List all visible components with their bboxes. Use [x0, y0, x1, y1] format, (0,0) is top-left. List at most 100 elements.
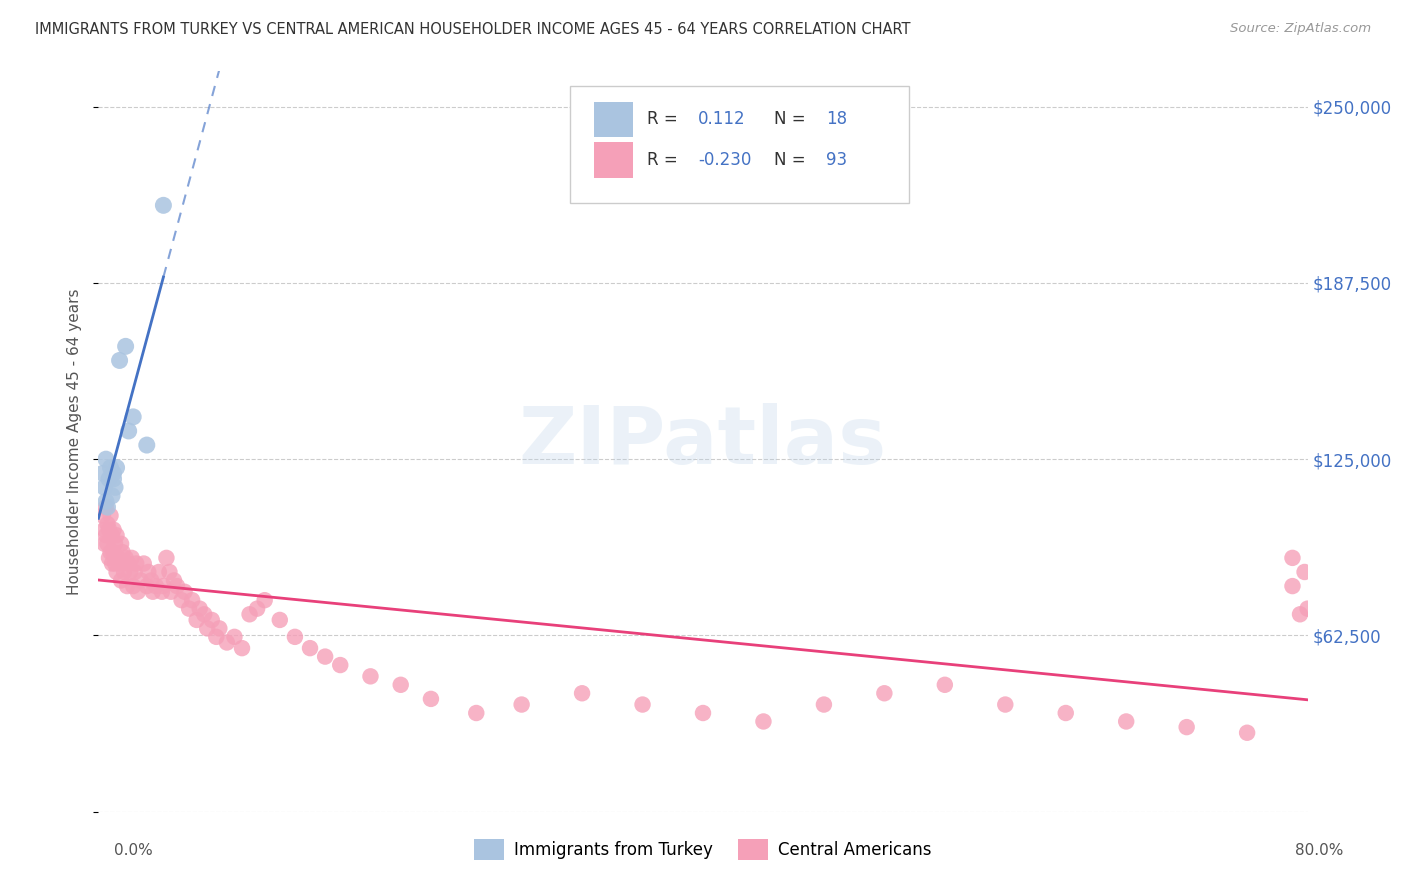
Text: -0.230: -0.230 — [699, 152, 752, 169]
Point — [215, 635, 238, 649]
Point — [631, 698, 654, 712]
Point — [91, 467, 114, 481]
Point — [299, 641, 322, 656]
Text: R =: R = — [647, 111, 678, 128]
Point — [132, 557, 155, 571]
Text: 93: 93 — [827, 152, 848, 169]
Point — [135, 579, 157, 593]
Legend: Immigrants from Turkey, Central Americans: Immigrants from Turkey, Central American… — [468, 832, 938, 866]
Bar — [595, 143, 633, 178]
Point — [125, 557, 148, 571]
Point — [179, 601, 201, 615]
Point — [98, 523, 121, 537]
Point — [692, 706, 714, 720]
Point — [389, 678, 412, 692]
Point — [93, 523, 115, 537]
Point — [104, 480, 127, 494]
Point — [120, 565, 142, 579]
Point — [108, 557, 131, 571]
Point — [813, 698, 835, 712]
Point — [152, 579, 174, 593]
Point — [571, 686, 593, 700]
Point — [135, 438, 157, 452]
Text: 0.112: 0.112 — [699, 111, 745, 128]
Point — [136, 565, 159, 579]
Point — [205, 630, 228, 644]
Point — [100, 508, 122, 523]
Point — [873, 686, 896, 700]
Point — [112, 565, 135, 579]
Point — [329, 658, 352, 673]
Point — [195, 621, 218, 635]
Point — [96, 500, 118, 515]
Point — [107, 550, 129, 565]
Point — [105, 565, 128, 579]
Point — [100, 545, 122, 559]
Point — [93, 537, 115, 551]
Point — [186, 613, 208, 627]
Point — [104, 557, 127, 571]
Point — [1289, 607, 1312, 622]
Point — [96, 516, 118, 531]
Point — [1175, 720, 1198, 734]
Point — [101, 528, 124, 542]
Point — [1281, 550, 1303, 565]
Point — [110, 574, 132, 588]
Point — [1236, 725, 1258, 739]
Point — [101, 557, 124, 571]
Point — [420, 692, 443, 706]
Point — [150, 584, 173, 599]
Point — [122, 409, 145, 424]
Point — [127, 584, 149, 599]
Point — [110, 537, 132, 551]
Point — [118, 557, 141, 571]
Point — [284, 630, 307, 644]
Text: N =: N = — [775, 111, 806, 128]
Point — [193, 607, 215, 622]
Point — [96, 537, 118, 551]
Text: Source: ZipAtlas.com: Source: ZipAtlas.com — [1230, 22, 1371, 36]
FancyBboxPatch shape — [569, 87, 908, 203]
Point — [314, 649, 336, 664]
Point — [111, 545, 134, 559]
Point — [94, 528, 117, 542]
Point — [188, 601, 211, 615]
Point — [94, 494, 117, 508]
Point — [163, 574, 186, 588]
Point — [122, 579, 145, 593]
Point — [224, 630, 246, 644]
Text: IMMIGRANTS FROM TURKEY VS CENTRAL AMERICAN HOUSEHOLDER INCOME AGES 45 - 64 YEARS: IMMIGRANTS FROM TURKEY VS CENTRAL AMERIC… — [35, 22, 911, 37]
Point — [208, 621, 231, 635]
Point — [934, 678, 956, 692]
Point — [98, 550, 121, 565]
Text: 18: 18 — [827, 111, 848, 128]
Text: R =: R = — [647, 152, 678, 169]
Point — [166, 579, 188, 593]
Text: N =: N = — [775, 152, 806, 169]
Point — [100, 460, 122, 475]
Point — [201, 613, 224, 627]
Point — [124, 565, 146, 579]
Point — [105, 460, 128, 475]
Point — [101, 489, 124, 503]
Point — [152, 198, 174, 212]
Point — [103, 545, 125, 559]
Point — [155, 550, 177, 565]
Point — [159, 565, 181, 579]
Point — [1296, 601, 1319, 615]
Point — [114, 339, 136, 353]
Point — [510, 698, 533, 712]
Point — [170, 593, 193, 607]
Point — [94, 500, 117, 515]
Point — [129, 574, 152, 588]
Bar — [595, 102, 633, 137]
Point — [91, 508, 114, 523]
Point — [1054, 706, 1077, 720]
Point — [1294, 565, 1316, 579]
Point — [253, 593, 276, 607]
Point — [98, 472, 121, 486]
Y-axis label: Householder Income Ages 45 - 64 years: Householder Income Ages 45 - 64 years — [66, 288, 82, 595]
Point — [269, 613, 291, 627]
Point — [246, 601, 269, 615]
Point — [114, 550, 136, 565]
